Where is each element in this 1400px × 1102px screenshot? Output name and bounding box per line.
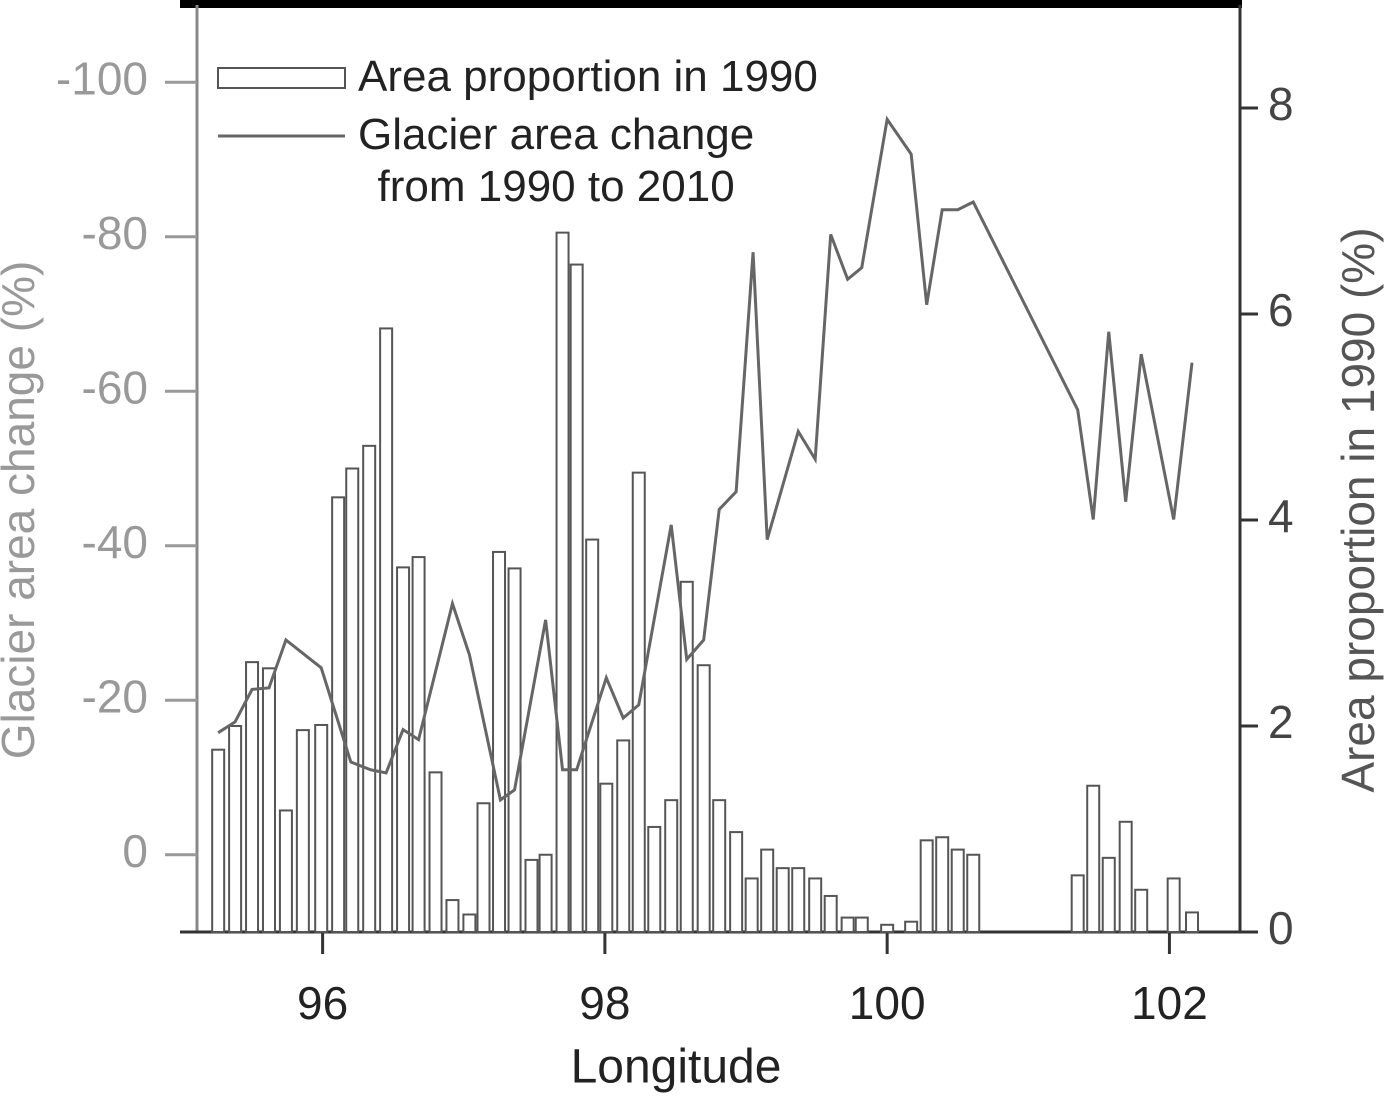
bar (345, 467, 360, 933)
bar (331, 496, 346, 933)
bar (966, 853, 981, 933)
x-tick-label: 102 (1131, 977, 1208, 1029)
bar (492, 550, 507, 933)
bar (411, 556, 426, 934)
top-frame (180, 0, 1242, 8)
x-tick-label: 98 (579, 977, 630, 1029)
x-tick-label: 100 (849, 977, 926, 1029)
bar (775, 867, 790, 934)
bar (664, 799, 679, 933)
bar (616, 739, 631, 933)
bar (880, 923, 895, 933)
bar (935, 836, 950, 933)
y-tick-label: -40 (82, 516, 148, 568)
bar (445, 899, 460, 934)
y-tick-label: -60 (82, 361, 148, 413)
bar (791, 867, 806, 934)
bar (396, 566, 411, 933)
bar (228, 725, 243, 933)
bar (524, 858, 539, 934)
bar (569, 263, 584, 933)
bar (729, 831, 744, 934)
bar (1086, 784, 1101, 933)
y-tick-label: 0 (122, 825, 148, 877)
bar (808, 877, 823, 934)
bar (1134, 888, 1149, 934)
legend-label: Area proportion in 1990 (358, 52, 818, 101)
bar (760, 848, 775, 933)
bar (854, 916, 869, 934)
bar (462, 913, 477, 933)
bar (211, 748, 226, 933)
y2-tick-label: 0 (1268, 902, 1294, 954)
y2-tick-label: 6 (1268, 284, 1294, 336)
bar (314, 723, 329, 933)
bar (261, 667, 276, 933)
bar (245, 661, 260, 933)
bar (712, 799, 727, 933)
bar (1166, 877, 1181, 934)
bar (1118, 820, 1133, 933)
bar (904, 920, 919, 934)
bar (599, 782, 614, 933)
bar (295, 729, 310, 933)
bar (919, 839, 934, 934)
y2-axis-label: Area proportion in 1990 (%) (1332, 227, 1384, 792)
bar (840, 916, 855, 934)
bar (1185, 911, 1200, 933)
y2-tick-label: 2 (1268, 696, 1294, 748)
y-tick-label: -100 (56, 52, 148, 104)
bar (507, 567, 522, 933)
bar (278, 809, 293, 934)
bar (1070, 874, 1085, 933)
bar (679, 580, 694, 933)
bar (379, 327, 394, 934)
bar (362, 444, 377, 933)
line (217, 115, 1194, 803)
bar (950, 848, 965, 933)
x-axis-label: Longitude (571, 1041, 782, 1094)
x-tick-label: 96 (297, 977, 348, 1029)
bar (1101, 856, 1116, 934)
bar (823, 894, 838, 934)
y-tick-label: -20 (82, 670, 148, 722)
y2-tick-label: 8 (1268, 78, 1294, 130)
bar (555, 231, 570, 933)
bar (696, 664, 711, 933)
bar (428, 771, 443, 933)
bar (476, 802, 491, 933)
bar (744, 877, 759, 934)
y-axis-label: Glacier area change (%) (0, 261, 44, 760)
y-tick-label: -80 (82, 207, 148, 259)
bar (647, 825, 662, 933)
legend-swatch (217, 67, 346, 89)
y2-tick-label: 4 (1268, 490, 1294, 542)
legend-label: Glacier area change from 1990 to 2010 (358, 110, 755, 211)
bar (538, 853, 553, 933)
